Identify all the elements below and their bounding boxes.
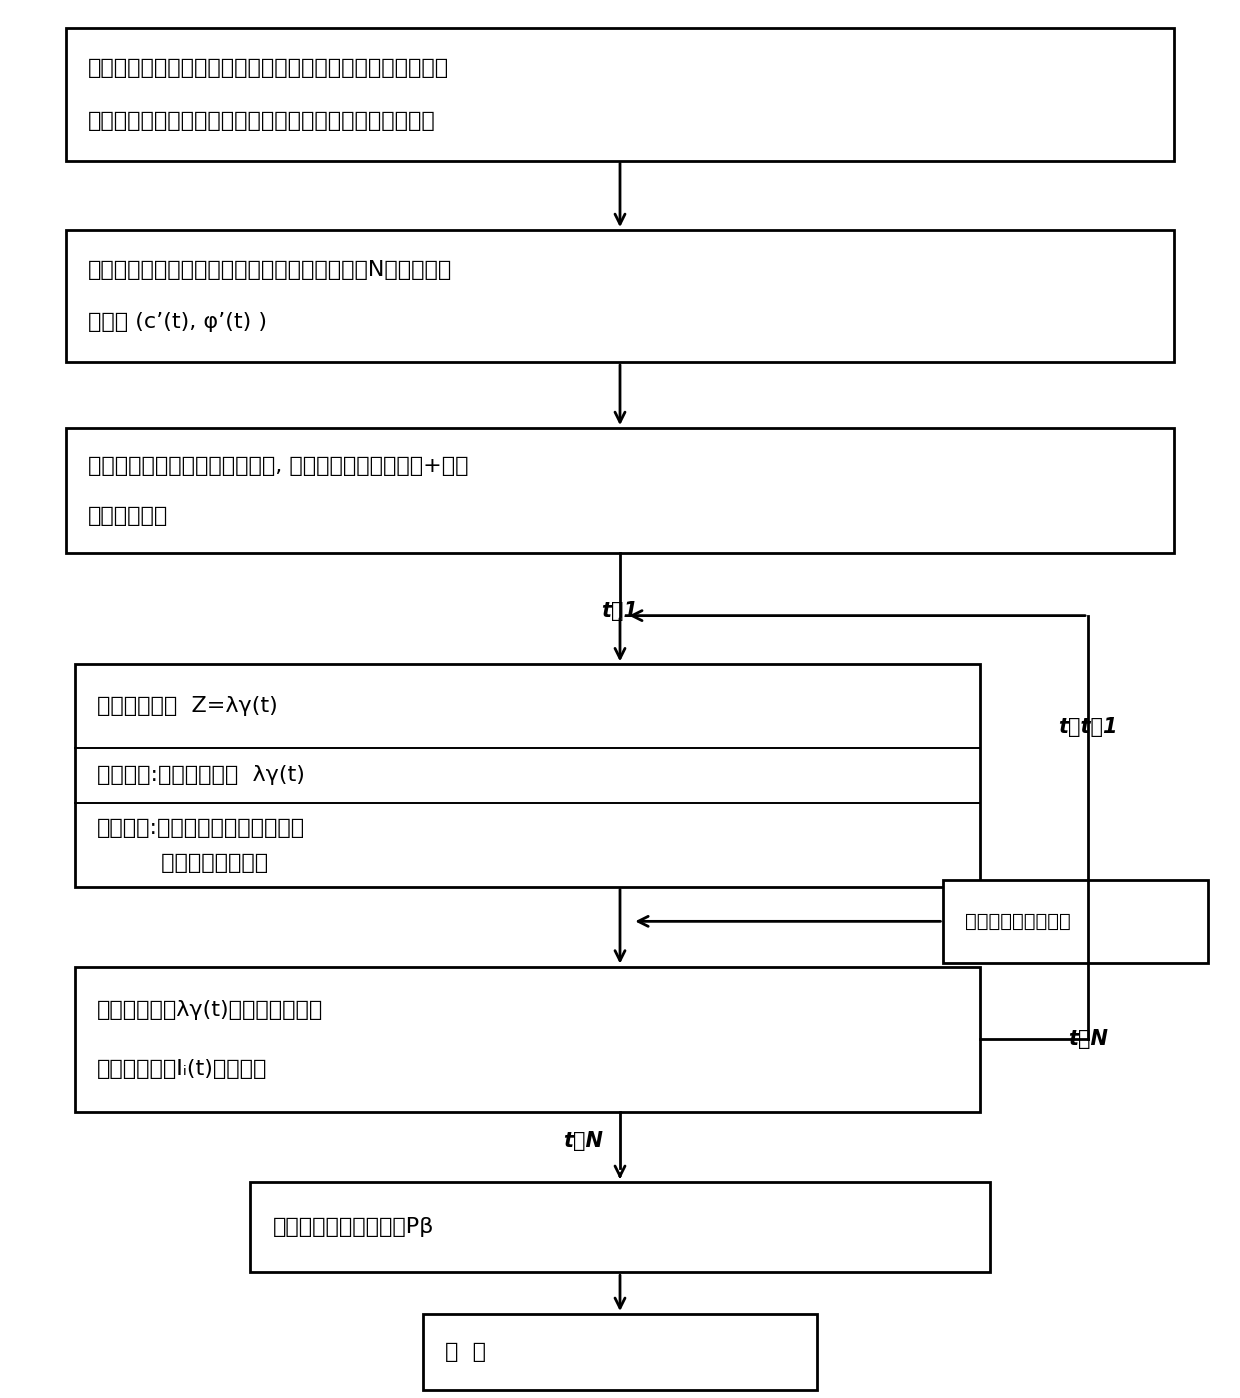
Bar — [250, 1181, 990, 1272]
Text: 拟定岩质边坡的基本信息（几何参数、地质参数、材料的物理: 拟定岩质边坡的基本信息（几何参数、地质参数、材料的物理 — [88, 59, 449, 78]
Text: 对偶单纯性法求最小: 对偶单纯性法求最小 — [966, 911, 1071, 931]
Bar — [66, 428, 1174, 554]
Text: 极限状态函数  Z=λγ(t): 极限状态函数 Z=λγ(t) — [97, 696, 278, 716]
Text: 约束条件:结构面塑性流动约束条件: 约束条件:结构面塑性流动约束条件 — [97, 818, 305, 839]
Text: 失效功能函数Iᵢ(t)和速度场: 失效功能函数Iᵢ(t)和速度场 — [97, 1058, 268, 1079]
Text: 结  束: 结 束 — [445, 1342, 486, 1362]
Text: 面的几何系统: 面的几何系统 — [88, 506, 169, 526]
Bar — [66, 231, 1174, 362]
Bar — [74, 966, 981, 1113]
Text: 力学参数、结构面抗剪参数统计値、边坡的边界荷载信息）: 力学参数、结构面抗剪参数统计値、边坡的边界荷载信息） — [88, 110, 435, 131]
Bar — [944, 879, 1208, 963]
Text: 速度边界约束条件: 速度边界约束条件 — [97, 853, 268, 874]
Text: 容重超载系数λγ(t)、刚性块体单元: 容重超载系数λγ(t)、刚性块体单元 — [97, 1001, 324, 1021]
Text: 目标函数:容重超载系数  λγ(t): 目标函数:容重超载系数 λγ(t) — [97, 766, 305, 786]
Text: 随机量 (c’(t), φ’(t) ): 随机量 (c’(t), φ’(t) ) — [88, 312, 267, 333]
Text: 刚性块体单元失效概率Pβ: 刚性块体单元失效概率Pβ — [273, 1218, 434, 1237]
Text: t＝1: t＝1 — [601, 601, 639, 622]
Bar — [423, 1314, 817, 1391]
Text: 建立岩质边坡的极限状态函数并生成抗剪参数的N个蒙特卡洛: 建立岩质边坡的极限状态函数并生成抗剪参数的N个蒙特卡洛 — [88, 260, 453, 280]
Bar — [74, 664, 981, 886]
Text: t＜N: t＜N — [1068, 1029, 1109, 1050]
Bar — [66, 28, 1174, 161]
Text: 使用刚性块体单元离散岩质边坡, 使之变成刚性块体单元+结构: 使用刚性块体单元离散岩质边坡, 使之变成刚性块体单元+结构 — [88, 456, 469, 475]
Text: t＝N: t＝N — [563, 1131, 603, 1151]
Text: t＝t＋1: t＝t＋1 — [1058, 717, 1117, 737]
